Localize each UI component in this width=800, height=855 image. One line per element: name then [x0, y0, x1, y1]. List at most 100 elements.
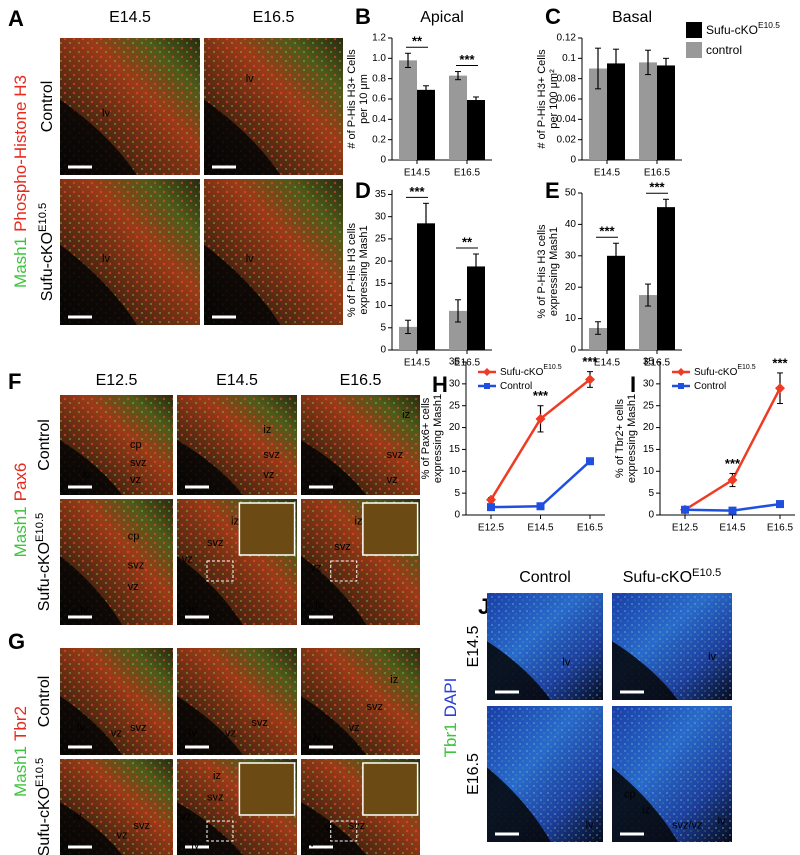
- panel-letter: I: [630, 372, 636, 397]
- row-label: Control: [36, 419, 53, 471]
- y-tick-label: 10: [449, 466, 461, 477]
- y-tick-label: 25: [643, 400, 655, 411]
- ventricle: [60, 99, 137, 175]
- bar: [639, 62, 657, 160]
- marker: [486, 494, 496, 505]
- legend-label: Sufu-cKOE10.5: [694, 364, 756, 378]
- y-tick-label: 0.4: [372, 114, 386, 125]
- chart-title: Apical: [420, 9, 464, 26]
- stain-name: Mash1: [11, 746, 30, 797]
- y-tick-label: 1.0: [372, 53, 386, 64]
- marker: [585, 374, 595, 385]
- region-label: cp: [624, 788, 636, 800]
- inset-source: [330, 560, 358, 582]
- y-tick-label: 40: [565, 219, 577, 230]
- x-tick-label: E16.5: [767, 523, 794, 534]
- ventricle: [60, 696, 123, 755]
- ventricle: [60, 244, 137, 325]
- superscript: E10.5: [37, 203, 49, 232]
- region-label: svz/vz: [672, 820, 703, 832]
- region-label: vz: [225, 728, 236, 740]
- y-tick-label: 0.06: [557, 94, 577, 105]
- bar: [607, 63, 625, 160]
- ventricle: [612, 767, 678, 842]
- y-tick-label: 30: [565, 250, 577, 261]
- ventricle: [612, 641, 678, 700]
- y-tick-label: 20: [643, 422, 655, 433]
- row-label-text: Sufu-cKO: [39, 232, 56, 301]
- x-tick-label: E14.5: [404, 358, 431, 369]
- panel-letter: D: [355, 178, 371, 203]
- y-axis-label: % of Pax6+ cells: [420, 397, 432, 479]
- significance: ***: [533, 388, 549, 403]
- region-label: vz: [325, 822, 336, 834]
- y-axis-label: # of P-His H3+ Cells: [536, 49, 548, 149]
- row-label-text: Sufu-cKO: [36, 542, 53, 611]
- inset: [238, 762, 296, 816]
- region-label: lv: [246, 253, 254, 265]
- y-tick-label: 15: [449, 444, 461, 455]
- region-label: lv: [80, 604, 88, 616]
- bar: [417, 89, 435, 160]
- y-axis-label: per 10 μm: [358, 74, 370, 124]
- legend-label-text: Sufu-cKO: [500, 367, 544, 378]
- y-axis-label: expressing Mash1: [548, 227, 560, 316]
- row-label: Sufu-cKOE10.5: [34, 758, 53, 855]
- y-tick-label: 10: [375, 300, 387, 311]
- legend-marker: [677, 368, 685, 376]
- stain-name: Tbr1: [441, 722, 460, 757]
- y-tick-label: 0.12: [557, 33, 577, 44]
- legend-marker: [483, 368, 491, 376]
- legend-label: control: [706, 43, 742, 57]
- legend-label: Control: [694, 381, 726, 392]
- region-label: svz: [207, 791, 224, 803]
- y-tick-label: 20: [449, 422, 461, 433]
- stain-name: DAPI: [441, 678, 460, 718]
- legend-label-text: Control: [500, 381, 532, 392]
- ventricle: [177, 555, 243, 625]
- y-tick-label: 5: [380, 322, 386, 333]
- region-label: iz: [213, 770, 221, 782]
- region-label: lv: [74, 811, 82, 823]
- x-tick-label: E14.5: [719, 523, 746, 534]
- region-label: svz: [207, 537, 224, 549]
- row-label: Sufu-cKOE10.5: [34, 513, 53, 612]
- region-label: lv: [307, 837, 315, 849]
- ventricle: [301, 696, 367, 755]
- y-tick-label: 0: [648, 510, 654, 521]
- significance: ***: [582, 354, 598, 369]
- x-tick-label: E14.5: [594, 358, 621, 369]
- row-label: Control: [36, 676, 53, 728]
- legend-label: Sufu-cKOE10.5: [706, 20, 780, 37]
- region-label: svz: [251, 717, 268, 729]
- bar: [639, 295, 657, 350]
- marker: [536, 502, 545, 511]
- panel-letter: B: [355, 4, 371, 29]
- bar: [589, 68, 607, 160]
- row-label-text: Control: [39, 81, 56, 133]
- region-label: lv: [102, 107, 110, 119]
- superscript: E10.5: [543, 364, 561, 371]
- x-tick-label: E16.5: [577, 523, 604, 534]
- region-label: svz: [130, 457, 147, 469]
- stain-name: Pax6: [11, 463, 30, 502]
- row-label: Control: [39, 81, 56, 133]
- inset: [362, 762, 419, 816]
- region-label: vz: [387, 474, 398, 486]
- x-tick-label: E14.5: [404, 168, 431, 179]
- superscript: E10.5: [692, 567, 721, 579]
- region-label: lv: [246, 73, 254, 85]
- y-axis-label: per 100 μm²: [548, 69, 560, 129]
- region-label: svz: [133, 820, 150, 832]
- column-header: E14.5: [109, 9, 151, 26]
- row-label-text: Control: [36, 676, 53, 728]
- row-label: Sufu-cKOE10.5: [37, 203, 56, 302]
- y-tick-label: 20: [375, 256, 387, 267]
- panel-letter: H: [432, 372, 448, 397]
- region-label: lv: [331, 474, 339, 486]
- legend-label-text: Sufu-cKO: [694, 367, 738, 378]
- y-axis-label: expressing Mash1: [432, 394, 444, 483]
- legend-label-text: Sufu-cKO: [706, 23, 758, 37]
- y-axis-label: expressing Mash1: [358, 225, 370, 314]
- superscript: E10.5: [34, 758, 46, 787]
